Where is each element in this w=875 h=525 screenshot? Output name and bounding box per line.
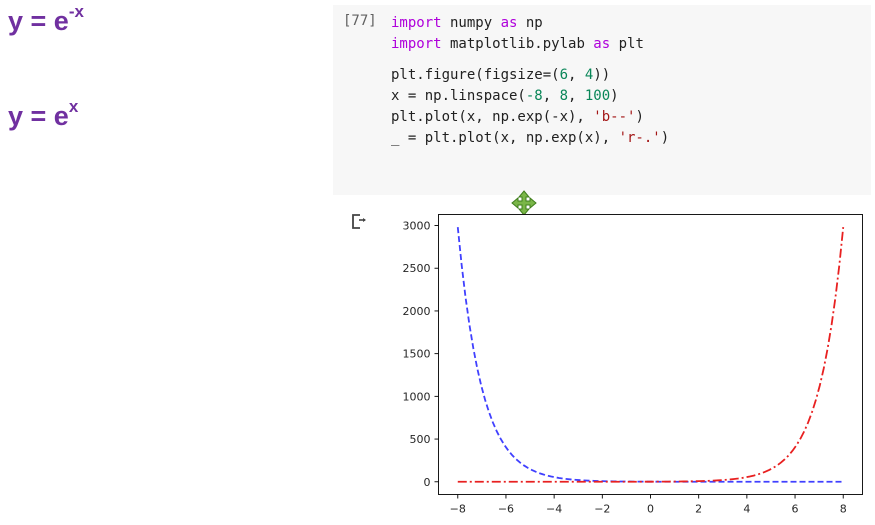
- code-token: matplotlib.pylab: [441, 36, 594, 52]
- equation-2-exponent: x: [68, 97, 79, 116]
- series-exp-x-line: [457, 227, 845, 483]
- code-cell[interactable]: [333, 5, 871, 195]
- code-token: 8: [559, 88, 569, 104]
- code-line: _ = plt.plot(x, np.exp(x), 'r-.'): [391, 128, 669, 149]
- x-tick-label: 6: [792, 503, 799, 516]
- x-tick-label: 8: [840, 503, 847, 516]
- x-tick-label: 4: [743, 503, 750, 516]
- code-token: 4: [584, 67, 594, 83]
- code-token: ): [635, 109, 644, 125]
- equation-exp-x: y = ex: [8, 97, 78, 132]
- code-line: plt.figure(figsize=(6, 4)): [391, 65, 669, 86]
- code-token: as: [500, 15, 518, 31]
- x-axis: −8 −6 −4 −2 0 2 4 6 8: [450, 494, 847, 516]
- code-token: numpy: [441, 15, 501, 31]
- code-token: 'b--': [593, 109, 636, 125]
- y-tick-label: 2500: [403, 262, 431, 275]
- equation-1-lhs: y = e: [8, 6, 69, 36]
- code-token: 'r-.': [618, 130, 661, 146]
- x-tick-label: 0: [647, 503, 654, 516]
- code-token: as: [593, 36, 611, 52]
- plot-lines: [456, 227, 845, 483]
- y-tick-label: 3000: [403, 220, 431, 233]
- code-token: ,: [568, 88, 585, 104]
- x-tick-label: 2: [695, 503, 702, 516]
- code-token: import: [391, 36, 442, 52]
- code-token: plt: [610, 36, 644, 52]
- code-token: ): [660, 130, 670, 146]
- code-token: plt.plot(x, np.exp(-x),: [391, 109, 594, 125]
- execution-count: [77]: [343, 13, 377, 29]
- code-token: 6: [559, 67, 569, 83]
- y-tick-label: 1000: [403, 390, 431, 403]
- code-token: ,: [542, 88, 560, 104]
- code-line: plt.plot(x, np.exp(-x), 'b--'): [391, 107, 669, 128]
- code-token: 100: [584, 88, 611, 104]
- y-tick-label: 1500: [403, 348, 431, 361]
- equation-exp-neg-x: y = e-x: [8, 2, 84, 37]
- code-token: ): [610, 88, 619, 104]
- code-token: x = np.linspace(: [391, 88, 526, 104]
- y-tick-label: 0: [424, 476, 431, 489]
- code-token: -8: [525, 88, 543, 104]
- y-axis: 0 500 1000 1500 2000 2500 3000: [403, 220, 439, 489]
- code-line: import numpy as np: [391, 13, 669, 34]
- code-token: ,: [568, 67, 585, 83]
- x-tick-label: −8: [450, 503, 466, 516]
- x-tick-label: −6: [498, 503, 514, 516]
- output-redirect-icon[interactable]: [350, 212, 370, 236]
- code-editor[interactable]: import numpy as np import matplotlib.pyla…: [391, 13, 669, 149]
- y-tick-label: 500: [410, 433, 431, 446]
- code-line: import matplotlib.pylab as plt: [391, 34, 669, 55]
- code-line: x = np.linspace(-8, 8, 100): [391, 86, 669, 107]
- x-tick-label: −2: [594, 503, 610, 516]
- code-token: )): [593, 67, 611, 83]
- x-tick-label: −4: [546, 503, 562, 516]
- plot-area-frame: [438, 214, 863, 495]
- equation-2-lhs: y = e: [8, 101, 69, 131]
- code-token: import: [391, 15, 442, 31]
- y-tick-label: 2000: [403, 305, 431, 318]
- code-token: np: [517, 15, 543, 31]
- code-token: _ = plt.plot(x, np.exp(x),: [391, 130, 619, 146]
- code-token: plt.figure(figsize=(: [391, 67, 560, 83]
- equation-1-exponent: -x: [68, 2, 84, 21]
